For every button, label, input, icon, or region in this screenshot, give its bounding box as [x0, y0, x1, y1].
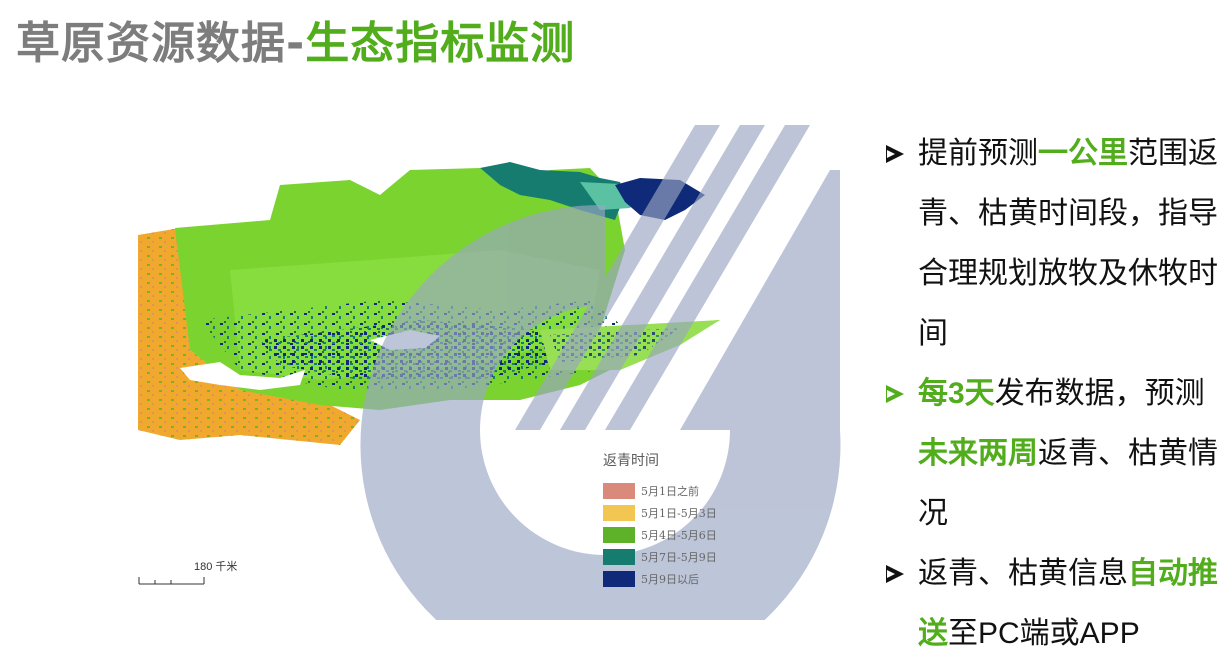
scale-bar: 180 千米 [138, 558, 258, 588]
scale-bar-graphic [138, 577, 205, 585]
bullet-highlight: 一公里 [1038, 137, 1128, 170]
legend-label: 5月1日-5月3日 [641, 507, 717, 520]
map-legend: 返青时间 5月1日之前 5月1日-5月3日 5月4日-5月6日 5月7日-5月9… [603, 452, 753, 590]
map-lake-west [180, 362, 305, 390]
legend-swatch [603, 571, 635, 587]
legend-title: 返青时间 [603, 453, 659, 469]
region-map [138, 125, 841, 620]
legend-label: 5月1日之前 [641, 485, 699, 498]
legend-item: 5月9日以后 [603, 568, 753, 590]
title-gray-part: 草原资源数据- [16, 18, 306, 69]
legend-label: 5月7日-5月9日 [641, 551, 717, 564]
legend-swatch [603, 549, 635, 565]
bullet-text: 发布数据，预测 [994, 377, 1205, 410]
legend-item: 5月1日-5月3日 [603, 502, 753, 524]
bullet-list: 提前预测一公里范围返青、枯黄时间段，指导合理规划放牧及休牧时间 每3天发布数据，… [884, 124, 1224, 664]
legend-item: 5月7日-5月9日 [603, 546, 753, 568]
legend-item: 5月4日-5月6日 [603, 524, 753, 546]
legend-item: 5月1日之前 [603, 480, 753, 502]
bullet-text: 至PC端或APP [948, 617, 1140, 650]
legend-swatch [603, 527, 635, 543]
watermark-logo-icon [360, 125, 841, 620]
arrow-bullet-icon [886, 145, 904, 163]
bullet-text: 返青、枯黄情况 [918, 437, 1218, 530]
bullet-item: 返青、枯黄信息自动推送至PC端或APP [884, 544, 1224, 664]
bullet-text: 范围返青、枯黄时间段，指导合理规划放牧及休牧时间 [918, 137, 1218, 350]
bullet-highlight: 自动推送 [918, 557, 1218, 650]
scale-label: 180 千米 [194, 561, 238, 573]
map-panel [120, 100, 880, 620]
page-title: 草原资源数据-生态指标监测 [16, 14, 575, 74]
legend-swatch [603, 505, 635, 521]
legend-label: 5月9日以后 [641, 573, 699, 586]
bullet-highlight: 未来两周 [918, 437, 1038, 470]
bullet-text: 提前预测 [918, 137, 1038, 170]
bullet-highlight: 每3天 [918, 377, 995, 410]
title-green-part: 生态指标监测 [305, 18, 576, 69]
bullet-item: 提前预测一公里范围返青、枯黄时间段，指导合理规划放牧及休牧时间 [884, 124, 1224, 364]
legend-label: 5月4日-5月6日 [641, 529, 717, 542]
arrow-bullet-icon [886, 385, 904, 403]
arrow-bullet-icon [886, 565, 904, 583]
bullet-item: 每3天发布数据，预测未来两周返青、枯黄情况 [884, 364, 1224, 544]
bullet-text: 返青、枯黄信息 [918, 557, 1128, 590]
legend-swatch [603, 483, 635, 499]
